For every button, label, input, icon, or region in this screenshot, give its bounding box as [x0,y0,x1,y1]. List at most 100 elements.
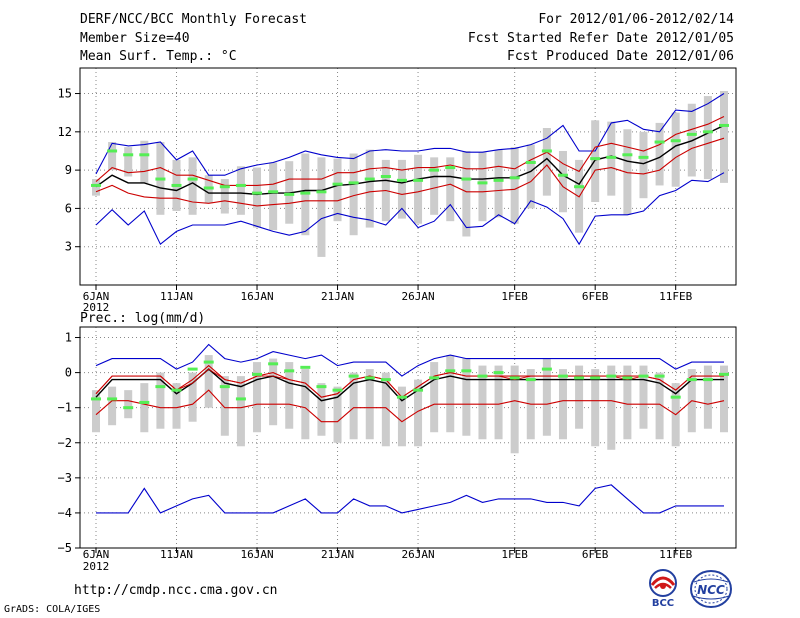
temp-spread-bar [462,150,471,237]
prec-spread-bar [188,372,197,422]
header-member-size: Member Size=40 [80,31,190,46]
prec-spread-bar [236,376,245,447]
temp-spread-bar [446,157,455,222]
prec-member-mark [670,395,681,399]
prec-member-mark [91,397,101,401]
prec-xtick-label: 6FEB [582,548,609,561]
temp-member-mark [348,181,359,185]
prec-spread-bar [140,383,149,433]
temp-member-mark [622,153,633,157]
temp-member-mark [155,177,166,181]
prec-spread-bar [703,365,712,429]
prec-member-mark [219,385,230,389]
temp-spread-bar [655,122,664,186]
temp-member-mark [123,153,134,157]
temp-spread-bar [542,127,551,196]
prec-ytick-label: −2 [58,436,72,450]
prec-spread-bar [430,362,439,433]
temp-member-mark [284,192,295,196]
prec-spread-bar [607,365,616,450]
temp-xtick-label: 21JAN [321,290,354,303]
prec-member-mark [638,374,649,378]
prec-spread-bar [414,379,423,447]
prec-member-mark [509,376,520,380]
temp-member-mark [509,176,520,180]
temp-ytick-label: 3 [65,240,72,254]
prec-spread-bar [462,358,471,436]
prec-spread-bar [591,369,600,447]
temp-spread-bar [478,152,487,222]
temp-member-mark [638,155,649,159]
temp-member-mark [316,190,327,194]
prec-xtick-label: 16JAN [240,548,273,561]
temp-spread-bar [253,167,262,228]
prec-spread-bar [558,369,567,440]
prec-member-mark [171,388,182,392]
prec-spread-bar [542,358,551,436]
temp-ytick-label: 12 [58,125,72,139]
temp-spread-bar [558,150,567,213]
temp-member-mark [477,181,488,185]
temp-spread-bar [703,96,712,180]
prec-ytick-label: −4 [58,506,72,520]
ncc-logo: NCC [690,570,732,608]
prec-spread-bar [349,372,358,440]
bcc-logo-text: BCC [652,598,674,608]
prec-spread-bar [253,362,262,433]
temp-member-mark [719,123,729,127]
prec-ytick-label: −1 [58,401,72,415]
temp-member-mark [332,182,343,186]
temp-frame [79,67,737,286]
prec-spread-bar [317,383,326,436]
prec-member-mark [203,360,214,364]
prec-spread-bar [333,386,342,443]
prec-xtick-label: 6JAN [83,548,110,561]
temp-member-mark [686,132,697,136]
prec-xtick-sublabel: 2012 [83,560,110,573]
prec-xtick-label: 11JAN [160,548,193,561]
prec-spread-bar [639,365,648,429]
header-period: For 2012/01/06-2012/02/14 [538,12,734,27]
temp-spread-bar [140,140,149,183]
prec-member-mark [155,385,166,389]
grads-credit: GrADS: COLA/IGES [4,604,101,615]
temp-member-mark [445,166,456,170]
prec-spread-bar [172,383,181,429]
temp-spread-bar [220,179,229,214]
temp-member-mark [557,173,568,177]
temp-xtick-label: 11FEB [659,290,692,303]
temp-member-mark [219,185,230,189]
prec-member-mark [686,378,697,382]
prec-line-lower [95,389,725,423]
temp-xtick-label: 26JAN [401,290,434,303]
prec-member-mark [719,372,729,376]
temp-spread-bar [526,144,535,209]
prec-member-mark [541,367,552,371]
temp-xtick-sublabel: 2012 [83,301,110,314]
temp-member-mark [252,191,263,195]
temp-spread-bar [510,147,519,224]
prec-member-mark [364,376,375,380]
temp-member-mark [91,183,101,187]
prec-member-mark [252,372,263,376]
prec-member-mark [525,378,536,382]
temp-spread-bar [92,179,100,196]
temp-xtick-label: 6JAN [83,290,110,303]
prec-spread-bar [478,365,487,440]
temp-member-mark [235,183,246,187]
temp-spread-bar [188,157,197,215]
prec-spread-bar [720,365,728,433]
prec-spread-bar [510,365,519,454]
prec-spread-bar [446,355,455,433]
prec-member-mark [316,385,327,389]
temp-spread-bar [397,159,406,219]
temp-line-mean [95,124,725,196]
temp-member-mark [654,140,665,144]
prec-frame [79,326,737,549]
prec-member-mark [654,374,665,378]
temp-spread-bar [333,158,342,222]
prec-spread-bar [494,365,503,440]
